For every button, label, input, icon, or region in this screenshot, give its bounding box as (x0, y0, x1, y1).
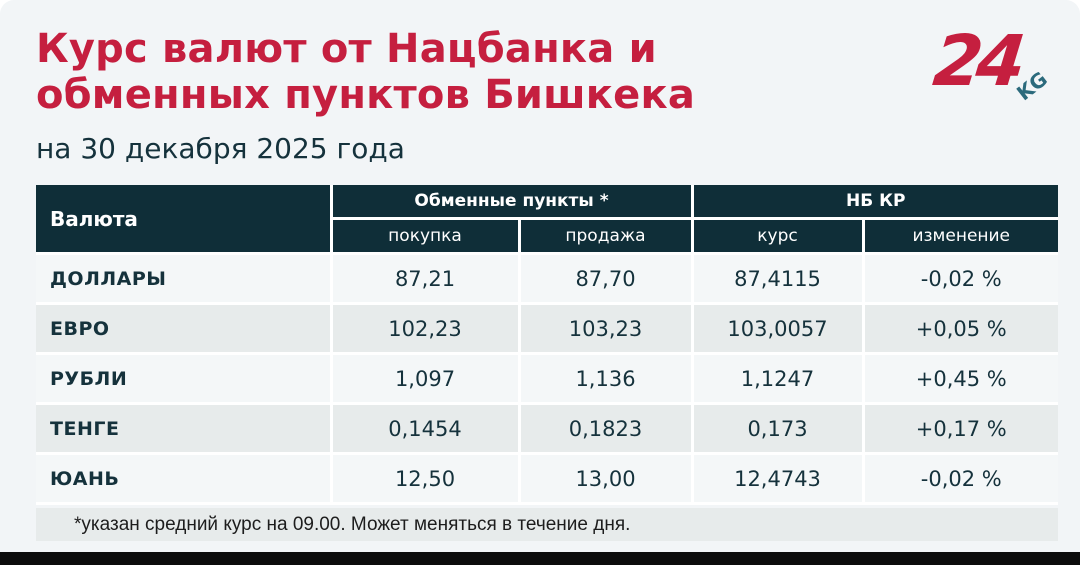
cell-currency: ДОЛЛАРЫ (36, 252, 333, 305)
group-header-exchange-points: Обменные пункты * (329, 185, 694, 220)
cell-buy: 12,50 (329, 452, 521, 505)
cell-buy: 87,21 (329, 252, 521, 305)
table-row: РУБЛИ 1,097 1,136 1,1247 +0,45 % (36, 352, 1058, 405)
cell-currency: ЕВРО (36, 302, 333, 355)
currency-rates-table: Валюта Обменные пункты * НБ КР покупка п… (36, 185, 1058, 505)
cell-change: +0,45 % (861, 352, 1058, 405)
column-header-rate: курс (690, 217, 865, 255)
cell-change: +0,17 % (861, 402, 1058, 455)
title-line-1: Курс валют от Нацбанка и (36, 26, 657, 72)
table-row: ТЕНГЕ 0,1454 0,1823 0,173 +0,17 % (36, 402, 1058, 455)
cell-rate: 0,173 (690, 402, 865, 455)
cell-change: +0,05 % (861, 302, 1058, 355)
date-subtitle: на 30 декабря 2025 года (36, 132, 405, 165)
column-header-buy: покупка (331, 217, 521, 255)
footnote: *указан средний курс на 09.00. Может мен… (36, 508, 1058, 541)
cell-currency: РУБЛИ (36, 352, 333, 405)
column-header-change: изменение (861, 217, 1058, 255)
cell-rate: 1,1247 (690, 352, 865, 405)
title-block: Курс валют от Нацбанка и обменных пункто… (36, 26, 695, 165)
bottom-black-bar (0, 552, 1080, 565)
cell-sell: 87,70 (517, 252, 694, 305)
cell-sell: 103,23 (517, 302, 694, 355)
cell-buy: 1,097 (329, 352, 521, 405)
column-header-currency: Валюта (36, 185, 333, 255)
cell-buy: 0,1454 (329, 402, 521, 455)
cell-rate: 12,4743 (690, 452, 865, 505)
title-line-2: обменных пунктов Бишкека (36, 72, 696, 118)
table-row: ЮАНЬ 12,50 13,00 12,4743 -0,02 % (36, 452, 1058, 505)
cell-change: -0,02 % (861, 452, 1058, 505)
cell-rate: 103,0057 (690, 302, 865, 355)
infographic-card: Курс валют от Нацбанка и обменных пункто… (0, 0, 1080, 552)
cell-currency: ЮАНЬ (36, 452, 333, 505)
table-row: ДОЛЛАРЫ 87,21 87,70 87,4115 -0,02 % (36, 252, 1058, 305)
page-title: Курс валют от Нацбанка и обменных пункто… (36, 26, 695, 118)
cell-sell: 1,136 (517, 352, 694, 405)
cell-rate: 87,4115 (690, 252, 865, 305)
cell-buy: 102,23 (329, 302, 521, 355)
table-header: Валюта Обменные пункты * НБ КР покупка п… (36, 185, 1058, 255)
table-row: ЕВРО 102,23 103,23 103,0057 +0,05 % (36, 302, 1058, 355)
column-header-sell: продажа (517, 217, 694, 255)
cell-sell: 0,1823 (517, 402, 694, 455)
brand-logo-24kg: 24 KG (930, 20, 1052, 105)
header: Курс валют от Нацбанка и обменных пункто… (36, 20, 1052, 165)
cell-currency: ТЕНГЕ (36, 402, 333, 455)
cell-sell: 13,00 (517, 452, 694, 505)
table-body: ДОЛЛАРЫ 87,21 87,70 87,4115 -0,02 % ЕВРО 102,2… (36, 252, 1058, 505)
cell-change: -0,02 % (861, 252, 1058, 305)
group-header-nbkr: НБ КР (690, 185, 1058, 220)
logo-24-icon: 24 (929, 20, 1024, 102)
